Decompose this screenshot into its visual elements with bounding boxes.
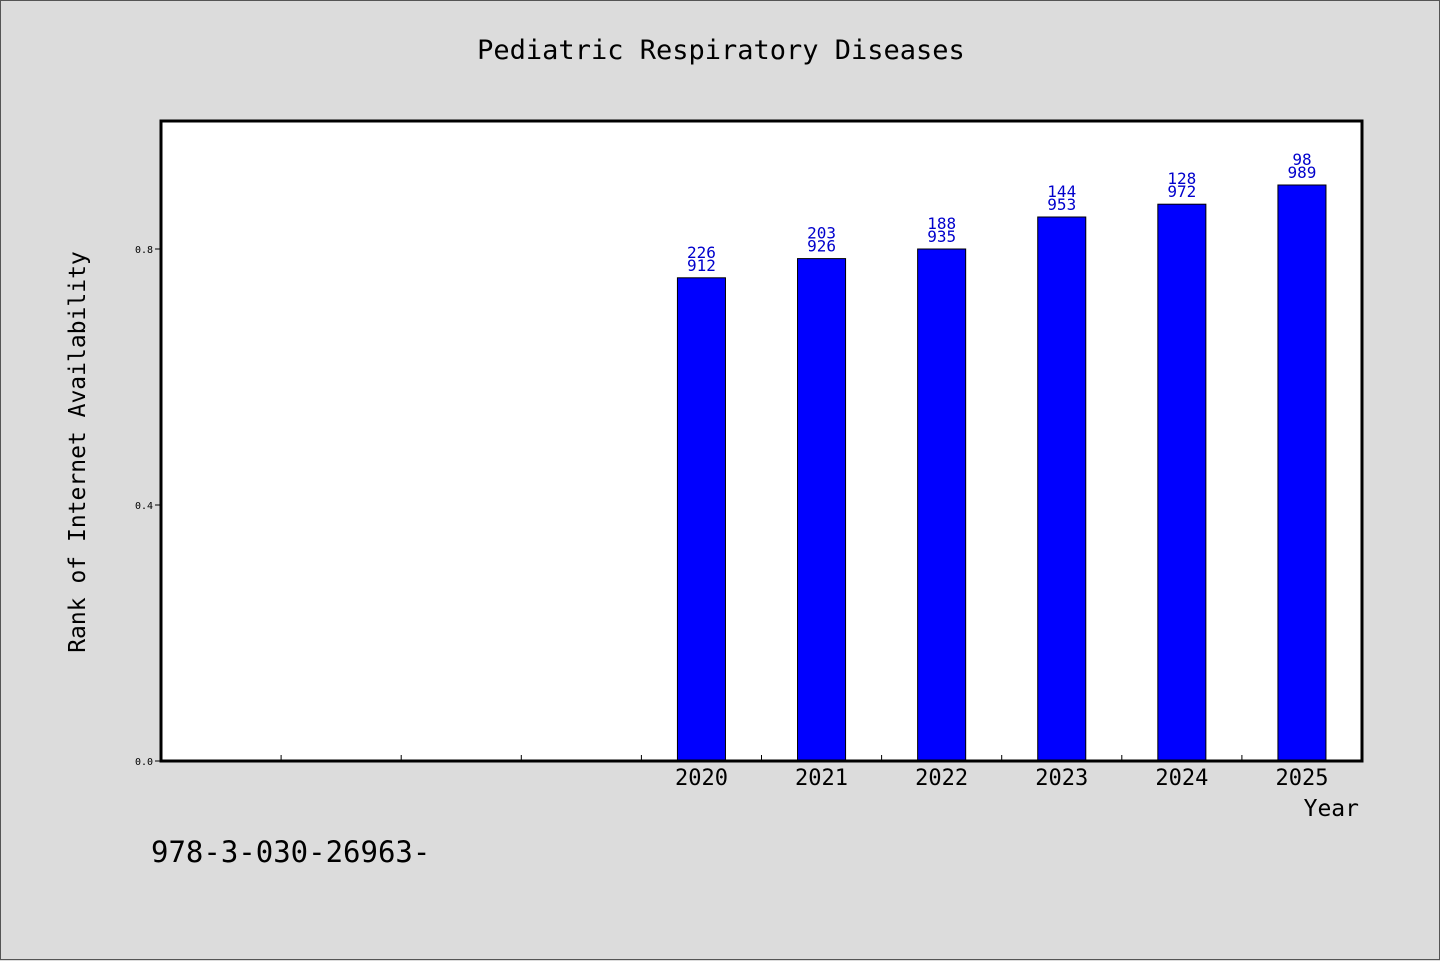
- bar-label-top: 188: [927, 214, 956, 233]
- y-tick-label: 0.0: [135, 757, 153, 768]
- x-tick-label: 2025: [1275, 766, 1328, 791]
- bar: [1157, 203, 1207, 762]
- bar-label-bottom: 935: [927, 227, 956, 246]
- bar: [1037, 216, 1087, 762]
- chart-title: Pediatric Respiratory Diseases: [477, 35, 965, 66]
- bar-label-bottom: 972: [1167, 182, 1196, 201]
- bar-label-bottom: 912: [687, 256, 716, 275]
- bar-label-top: 128: [1167, 169, 1196, 188]
- ticks-layer: 0.0 0.4 0.8 2020 2021 2022 2023 2024 2025: [135, 245, 1329, 791]
- x-axis-label: Year: [1303, 796, 1359, 822]
- x-tick-label: 2021: [795, 766, 848, 791]
- bar-label-top: 203: [807, 224, 836, 243]
- bar-label-top: 226: [687, 243, 716, 262]
- bar-label-top: 98: [1292, 150, 1311, 169]
- bar: [917, 248, 967, 762]
- x-tick-label: 2022: [915, 766, 968, 791]
- x-tick-label: 2023: [1035, 766, 1088, 791]
- x-tick-label: 2024: [1155, 766, 1208, 791]
- bar: [797, 258, 847, 762]
- x-tick-label: 2020: [675, 766, 728, 791]
- footer-code: 978-3-030-26963-: [151, 835, 431, 869]
- bar-label-bottom: 989: [1287, 163, 1316, 182]
- bar-label-top: 144: [1047, 182, 1076, 201]
- bar: [1277, 184, 1327, 762]
- y-tick-label: 0.4: [135, 501, 153, 512]
- plot-frame: [159, 119, 1364, 763]
- bar: [676, 277, 726, 762]
- bar-label-bottom: 953: [1047, 195, 1076, 214]
- y-tick-label: 0.8: [135, 245, 153, 256]
- y-axis-label: Rank of Internet Availability: [65, 251, 91, 653]
- bar-label-bottom: 926: [807, 237, 836, 256]
